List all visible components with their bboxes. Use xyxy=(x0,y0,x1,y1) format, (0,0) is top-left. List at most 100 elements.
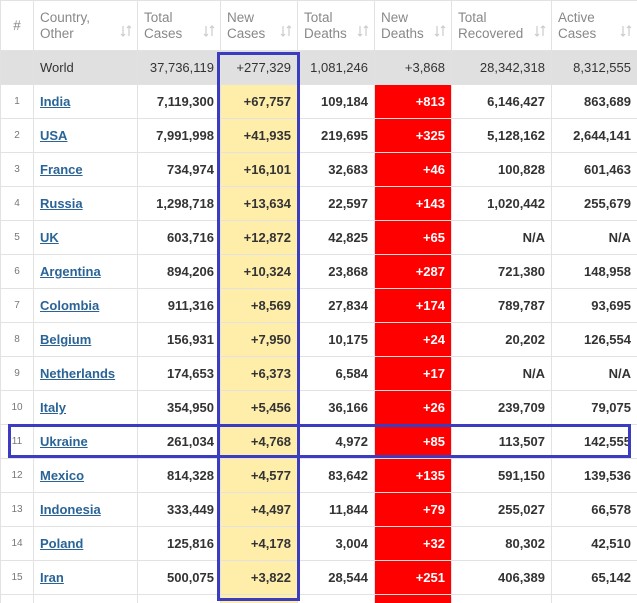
cell-text: 1 xyxy=(14,96,20,107)
sort-icon[interactable] xyxy=(280,25,292,37)
cell: 20,202 xyxy=(451,322,552,357)
cell xyxy=(137,594,221,603)
cell: 7 xyxy=(0,288,34,323)
cell: 156,931 xyxy=(137,322,221,357)
country-row: 6 Argentina 894,206 +10,324 23,868 +287 721,38… xyxy=(0,254,637,289)
cell: 814,328 xyxy=(137,458,221,493)
country-link[interactable]: USA xyxy=(40,128,68,143)
country-link[interactable]: Ukraine xyxy=(40,434,88,449)
country-link[interactable]: Belgium xyxy=(40,332,92,347)
cell-text: +135 xyxy=(415,468,445,483)
cell: 42,825 xyxy=(297,220,375,255)
cell-text: +12,872 xyxy=(243,230,291,245)
column-header[interactable]: New Cases xyxy=(220,0,298,51)
cell: 1,298,718 xyxy=(137,186,221,221)
cell-text: 28,544 xyxy=(328,570,368,585)
cell-text: 911,316 xyxy=(167,298,214,313)
column-header: # xyxy=(0,0,34,51)
country-link[interactable]: Mexico xyxy=(40,468,85,483)
column-header[interactable]: Total Deaths xyxy=(297,0,375,51)
cell-text: 6,584 xyxy=(335,366,368,381)
country-link[interactable]: Netherlands xyxy=(40,366,116,381)
sort-icon[interactable] xyxy=(203,25,215,37)
cell: +4,178 xyxy=(220,526,298,561)
header-text: Cases xyxy=(227,25,266,41)
cell: 10,175 xyxy=(297,322,375,357)
cell: 126,554 xyxy=(551,322,637,357)
column-header[interactable]: Total Recovered xyxy=(451,0,552,51)
cell: +143 xyxy=(374,186,452,221)
column-header[interactable]: New Deaths xyxy=(374,0,452,51)
cell: 406,389 xyxy=(451,560,552,595)
country-link[interactable]: Colombia xyxy=(40,298,100,313)
cell: 2 xyxy=(0,118,34,153)
cell: 7,991,998 xyxy=(137,118,221,153)
cell-text: 156,931 xyxy=(167,332,214,347)
cell-text: 27,834 xyxy=(328,298,368,313)
cell-text: 789,787 xyxy=(498,298,545,313)
country-link[interactable]: Indonesia xyxy=(40,502,101,517)
cell-text: 42,825 xyxy=(328,230,368,245)
cell-text: 20,202 xyxy=(505,332,545,347)
cell-text: 10,175 xyxy=(328,332,368,347)
cell: 42,510 xyxy=(551,526,637,561)
cell-text: +5,456 xyxy=(250,400,291,415)
world-row: World 37,736,119 +277,329 1,081,246 +3,868 28… xyxy=(0,50,637,85)
country-link[interactable]: France xyxy=(40,162,83,177)
cell-text: +65 xyxy=(422,230,445,245)
cell: 28,342,318 xyxy=(451,50,552,85)
cell: Italy xyxy=(33,390,138,425)
column-header[interactable]: Total Cases xyxy=(137,0,221,51)
cell-text: +6,373 xyxy=(250,366,291,381)
cell-text: 7 xyxy=(14,300,20,311)
country-link[interactable]: Iran xyxy=(40,570,64,585)
sort-icon[interactable] xyxy=(434,25,446,37)
sort-icon[interactable] xyxy=(120,25,132,37)
sort-icon[interactable] xyxy=(620,25,632,37)
country-link[interactable]: Italy xyxy=(40,400,67,415)
cell: 139,536 xyxy=(551,458,637,493)
cell-text: +4,768 xyxy=(250,434,291,449)
column-header[interactable]: Active Cases xyxy=(551,0,637,51)
cell: 3,004 xyxy=(297,526,375,561)
country-link[interactable]: Poland xyxy=(40,536,84,551)
country-row: 10 Italy 354,950 +5,456 36,166 +26 239,709 79,0… xyxy=(0,390,637,425)
cell-text: +3,868 xyxy=(404,60,445,75)
country-link[interactable]: Russia xyxy=(40,196,83,211)
cell: 894,206 xyxy=(137,254,221,289)
country-link[interactable]: India xyxy=(40,94,71,109)
cell: 3 xyxy=(0,152,34,187)
cell: 9 xyxy=(0,356,34,391)
cell: N/A xyxy=(551,356,637,391)
cell: +813 xyxy=(374,84,452,119)
cell-text: 65,142 xyxy=(591,570,631,585)
cell-text: 9 xyxy=(14,368,20,379)
country-link[interactable]: UK xyxy=(40,230,59,245)
country-link[interactable]: Argentina xyxy=(40,264,101,279)
cell: 6,146,427 xyxy=(451,84,552,119)
cell: 911,316 xyxy=(137,288,221,323)
cell-text: +8,569 xyxy=(250,298,291,313)
cell-text: 814,328 xyxy=(167,468,214,483)
cell: +46 xyxy=(374,152,452,187)
cell: 261,034 xyxy=(137,424,221,459)
sort-icon[interactable] xyxy=(357,25,369,37)
cell-text: N/A xyxy=(608,366,631,381)
cell: 109,184 xyxy=(297,84,375,119)
cell-text: 500,075 xyxy=(167,570,214,585)
cell: +6,373 xyxy=(220,356,298,391)
cell-text: 261,034 xyxy=(167,434,214,449)
cell-text: 11,844 xyxy=(328,502,368,517)
cell xyxy=(0,594,34,603)
cell-text: 406,389 xyxy=(498,570,545,585)
cell-text: 14 xyxy=(11,538,23,549)
cell-text: 174,653 xyxy=(167,366,214,381)
cell: 125,816 xyxy=(137,526,221,561)
cell: 13 xyxy=(0,492,34,527)
column-header[interactable]: Country, Other xyxy=(33,0,138,51)
cell: 10 xyxy=(0,390,34,425)
cell-text: 5,128,162 xyxy=(487,128,545,143)
cell-text: 28,342,318 xyxy=(479,60,545,75)
cell: N/A xyxy=(451,220,552,255)
sort-icon[interactable] xyxy=(534,25,546,37)
